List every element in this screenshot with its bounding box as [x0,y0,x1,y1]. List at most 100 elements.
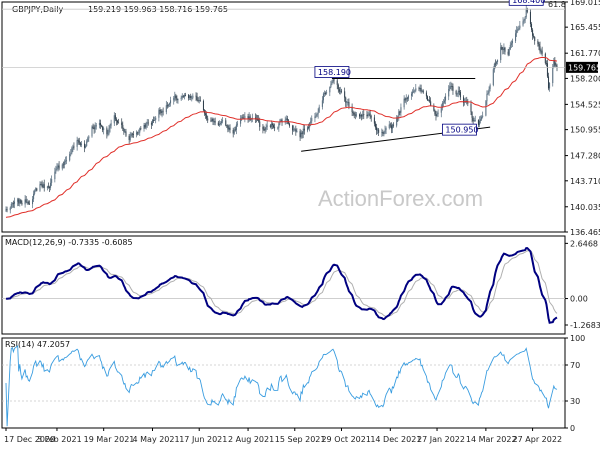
candle-body [217,122,219,126]
candle-body [211,118,213,122]
candle-body [525,8,527,18]
candle-body [61,164,63,169]
price-y-tick-label: 169.015 [570,0,600,7]
candle-body [537,41,539,44]
macd-pane[interactable]: MACD(12,26,9) -0.7335 -0.6085 2.6468 0.00… [1,235,600,335]
candle-body [517,29,519,31]
candle-body [207,118,209,121]
price-pane[interactable]: GBPJPY,Daily 159.219 159.963 158.716 159… [1,0,600,237]
candle-body [150,123,152,125]
candle-body [336,80,338,85]
candle-body [56,166,58,170]
candle-body [411,93,413,96]
candle-body [541,50,543,54]
candle-body [63,161,65,166]
candle-body [497,60,499,62]
candle-body [167,104,169,107]
moving-average-line [5,56,558,218]
candle-body [556,65,558,67]
candle-body [318,106,320,112]
candle-body [383,132,385,134]
candle-body [455,90,457,95]
price-y-tick-label: 136.465 [570,228,600,237]
candle-body [264,129,266,131]
rsi-pane[interactable]: RSI(14) 47.2057 100 70 30 0 [1,334,585,433]
candle-body [511,40,513,44]
rsi-y-tick-label: 100 [570,334,585,343]
candle-body [421,90,423,92]
candle-body [86,141,88,147]
candle-body [12,203,14,205]
candle-body [399,111,401,113]
price-y-tick-label: 158.200 [570,74,600,83]
candle-body [533,35,535,37]
candle-body [77,140,79,141]
rsi-level-lines [2,364,565,402]
candle-body [49,187,51,188]
x-tick-label: 27 Apr 2022 [513,435,562,444]
candle-body [321,100,323,107]
candle-body [337,84,339,90]
candle-body [472,117,474,122]
candle-body [508,49,510,55]
candle-body [271,123,273,126]
rsi-y-tick-label: 70 [570,361,580,370]
candle-body [225,120,227,126]
candle-body [382,131,384,134]
price-annotation-label: 168.400 [512,0,545,5]
price-candles [5,5,558,214]
current-price-box [566,61,598,73]
candle-body [93,127,95,130]
candle-body [552,66,554,84]
candle-body [92,126,94,128]
candle-body [480,119,482,121]
candle-body [458,90,460,92]
candle-body [263,129,265,131]
candle-body [147,122,149,124]
candle-body [72,146,74,149]
candle-body [412,91,414,94]
candle-body [109,125,111,129]
price-annotations: 158.190 168.400 150.950 [314,0,545,136]
candle-body [182,96,184,98]
candle-body [88,136,90,139]
candle-body [116,120,118,123]
candle-body [226,125,228,127]
candle-body [95,125,97,127]
x-tick-label: 2 Aug 2021 [228,435,274,444]
candle-body [26,201,28,203]
candle-body [80,143,82,146]
price-y-tick-label: 140.035 [570,203,600,212]
candle-body [510,43,512,45]
x-tick-label: 4 May 2021 [133,435,180,444]
rsi-title: RSI(14) 47.2057 [5,340,70,349]
candle-body [113,115,115,124]
candle-body [176,98,178,101]
candle-body [378,129,380,133]
x-tick-label: 27 Jan 2022 [417,435,465,444]
candle-body [355,114,357,116]
candle-body [354,114,356,116]
rsi-y-axis: 100 70 30 0 [565,334,585,433]
candle-body [301,132,303,135]
watermark-text: ActionForex.com [318,186,483,211]
price-annotation-box [442,123,477,136]
candle-body [445,96,447,101]
x-tick-label: 14 Mar 2022 [466,435,517,444]
candle-body [281,119,283,123]
candle-body [206,115,208,119]
candle-body [235,124,237,130]
candle-body [522,21,524,26]
candle-body [71,148,73,154]
candle-body [501,47,503,50]
candle-body [54,171,56,180]
candle-body [433,105,435,111]
candle-body [509,44,511,50]
candle-body [302,128,304,135]
candle-body [420,87,422,92]
candle-body [322,93,324,101]
candle-body [212,118,214,122]
candle-body [345,97,347,103]
candle-body [384,130,386,133]
